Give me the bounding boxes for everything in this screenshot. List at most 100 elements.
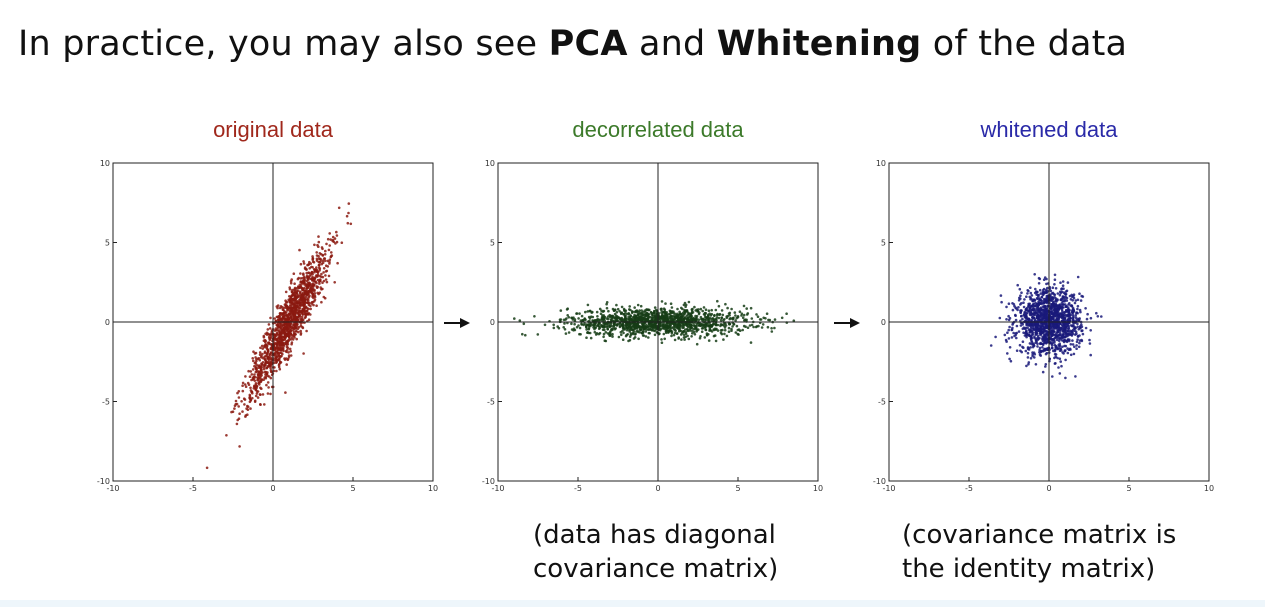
data-point: [1042, 278, 1046, 282]
data-point: [291, 298, 295, 302]
data-point: [1071, 332, 1075, 336]
data-point: [670, 334, 673, 338]
data-point: [614, 327, 617, 330]
data-point: [1036, 324, 1040, 327]
data-point: [273, 317, 277, 320]
data-point: [620, 311, 623, 315]
data-point: [543, 323, 547, 327]
data-point: [1051, 312, 1054, 316]
data-point: [557, 326, 561, 330]
data-point: [269, 366, 272, 370]
data-point: [281, 335, 285, 339]
data-point: [310, 270, 314, 274]
data-point: [586, 303, 590, 307]
data-point: [322, 271, 325, 274]
data-point: [1057, 366, 1060, 369]
data-point: [740, 312, 744, 316]
data-point: [1045, 277, 1048, 281]
data-point: [274, 361, 278, 365]
data-point: [1036, 342, 1039, 346]
data-point: [312, 285, 315, 288]
data-point: [682, 333, 686, 337]
data-point: [305, 329, 308, 333]
data-point: [689, 324, 692, 328]
data-point: [283, 326, 287, 330]
data-point: [1035, 321, 1038, 325]
data-point: [317, 240, 321, 244]
data-point: [243, 403, 246, 406]
data-point: [1081, 332, 1085, 336]
data-point: [607, 317, 610, 321]
data-point: [559, 309, 563, 312]
data-point: [235, 422, 239, 426]
data-point: [265, 360, 268, 364]
data-point: [254, 383, 258, 387]
data-point: [316, 291, 319, 295]
data-point: [315, 266, 318, 269]
data-point: [278, 367, 282, 371]
data-point: [1049, 303, 1053, 306]
data-point: [1044, 299, 1048, 303]
data-point: [1058, 306, 1061, 309]
data-point: [1050, 330, 1054, 333]
data-point: [287, 331, 291, 334]
data-point: [593, 323, 596, 327]
data-point: [695, 322, 699, 326]
data-point: [238, 445, 241, 448]
data-point: [251, 396, 254, 400]
data-point: [749, 341, 753, 344]
data-point: [267, 386, 270, 389]
data-point: [693, 305, 696, 309]
data-point: [1063, 311, 1066, 314]
data-point: [601, 328, 605, 332]
x-tick-label: 5: [1126, 484, 1131, 493]
data-point: [605, 306, 609, 310]
data-point: [724, 302, 727, 306]
data-point: [1064, 358, 1067, 362]
data-point: [707, 333, 710, 336]
data-point: [715, 313, 719, 317]
data-point: [1033, 335, 1036, 339]
data-point: [301, 307, 305, 311]
data-point: [1084, 326, 1088, 330]
data-point: [241, 410, 244, 413]
data-point: [565, 308, 569, 311]
data-point: [248, 397, 252, 401]
data-point: [316, 275, 319, 278]
data-point: [602, 314, 606, 317]
data-point: [1010, 336, 1014, 339]
data-point: [288, 347, 292, 351]
data-point: [307, 289, 311, 293]
data-point: [294, 287, 297, 291]
data-point: [340, 241, 344, 244]
data-point: [289, 281, 293, 285]
data-point: [1078, 308, 1082, 312]
data-point: [1038, 277, 1042, 281]
data-point: [236, 418, 239, 422]
data-point: [259, 346, 262, 350]
data-point: [326, 237, 330, 241]
data-point: [1031, 353, 1034, 356]
caption-line: (covariance matrix is: [902, 520, 1177, 550]
data-point: [290, 307, 294, 310]
data-point: [624, 309, 628, 313]
data-point: [280, 354, 283, 358]
data-point: [299, 290, 302, 294]
data-point: [1045, 311, 1048, 315]
data-point: [1039, 292, 1043, 295]
data-point: [317, 257, 321, 261]
data-point: [750, 317, 754, 320]
data-point: [1069, 343, 1073, 346]
data-point: [323, 259, 327, 263]
data-point: [721, 328, 724, 332]
data-point: [638, 331, 641, 334]
data-point: [1031, 313, 1034, 317]
data-point: [644, 330, 648, 333]
data-point: [304, 313, 307, 316]
data-point: [297, 302, 301, 305]
bottom-band: [0, 600, 1265, 607]
data-point: [734, 314, 737, 317]
data-point: [714, 339, 718, 343]
data-point: [690, 335, 693, 338]
data-point: [689, 312, 692, 316]
